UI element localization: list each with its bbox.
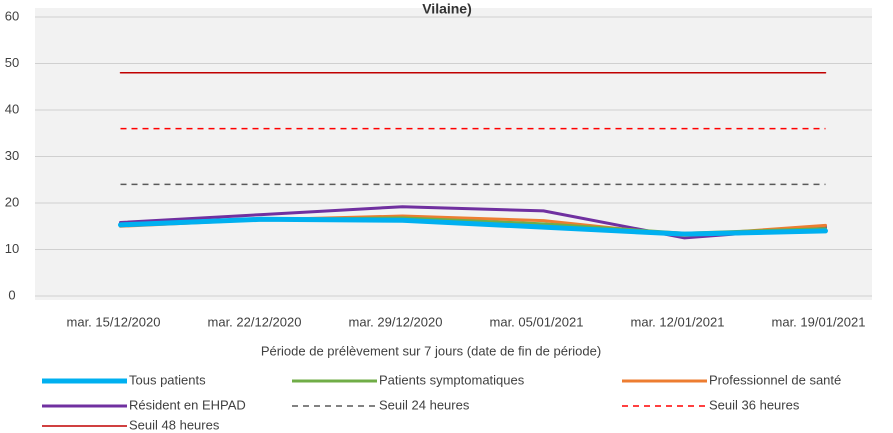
y-tick-label: 30 [5, 148, 19, 163]
legend-label: Résident en EHPAD [129, 397, 246, 412]
legend-label: Patients symptomatiques [379, 372, 525, 387]
legend-label: Seuil 24 heures [379, 397, 470, 412]
y-tick-label: 60 [5, 8, 19, 23]
x-tick-label: mar. 22/12/2020 [208, 314, 302, 329]
legend-label: Professionnel de santé [709, 372, 841, 387]
x-tick-label: mar. 29/12/2020 [349, 314, 443, 329]
legend-label: Seuil 36 heures [709, 397, 800, 412]
plot-area [35, 8, 872, 300]
y-tick-label: 50 [5, 55, 19, 70]
legend-label: Tous patients [129, 372, 206, 387]
x-tick-label: mar. 05/01/2021 [490, 314, 584, 329]
y-tick-label: 20 [5, 194, 19, 209]
x-tick-label: mar. 19/01/2021 [772, 314, 866, 329]
chart-title: Vilaine) [422, 1, 472, 17]
y-tick-label: 10 [5, 241, 19, 256]
series-line [118, 216, 828, 237]
y-tick-label: 0 [8, 287, 15, 302]
legend-label: Seuil 48 heures [129, 417, 220, 432]
x-axis-label: Période de prélèvement sur 7 jours (date… [261, 343, 601, 358]
y-tick-label: 40 [5, 101, 19, 116]
x-tick-label: mar. 15/12/2020 [67, 314, 161, 329]
x-tick-label: mar. 12/01/2021 [631, 314, 725, 329]
